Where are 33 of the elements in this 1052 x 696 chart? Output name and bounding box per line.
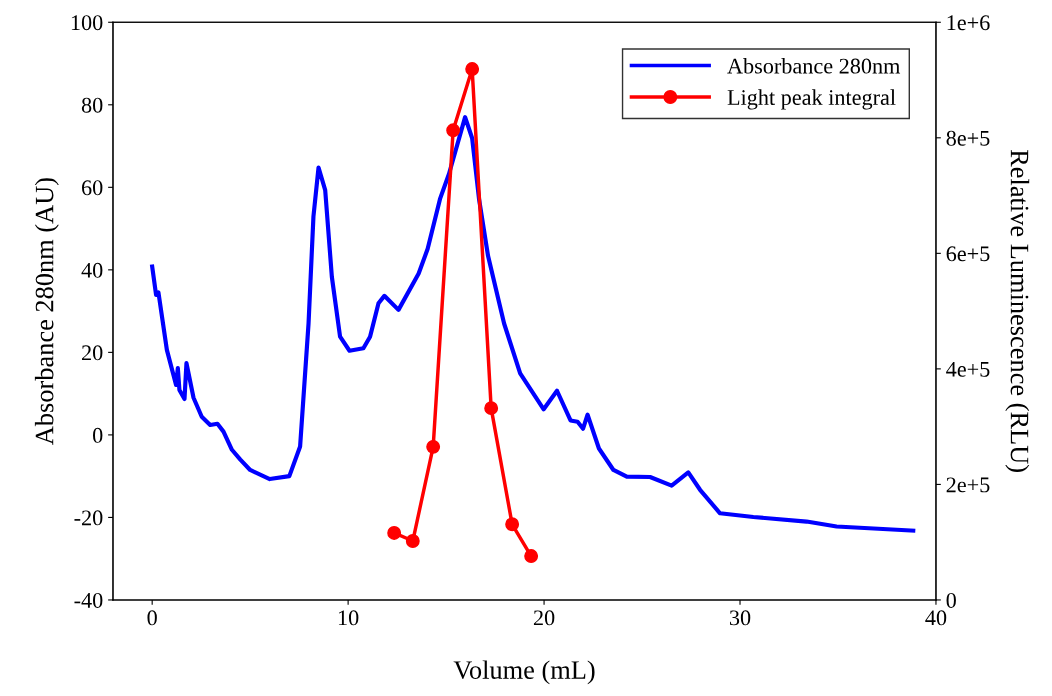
y-tick-label: 100 [71,15,103,31]
y-tick-label: 0 [93,427,103,443]
y-tick-label: 80 [81,97,103,113]
legend-label: Absorbance 280nm [727,57,901,74]
point [426,439,441,454]
y-tick-label: 60 [82,180,103,196]
y-tick-label: -20 [74,510,103,526]
x-tick-label: 40 [925,610,947,626]
x-axis-title: Volume (mL) [453,660,595,685]
legend-label: Light peak integral [727,89,896,110]
y2-tick-label: 1e+6 [947,15,990,31]
y2-tick-label: 2e+5 [946,477,990,493]
y-axis-title: Absorbance 280nm (AU) [34,178,59,445]
y-tick-label: -40 [74,592,103,608]
line-series [150,115,916,533]
x-tick-label: 30 [729,610,751,626]
x-tick-label: 20 [533,610,555,626]
point [465,62,480,77]
point [505,517,520,532]
x-tick-label: 10 [338,610,359,626]
point [484,401,499,416]
y2-tick-label: 4e+5 [946,361,990,377]
point [524,549,539,563]
y-tick-label: 40 [81,262,103,278]
y2-tick-label: 0 [946,592,956,608]
point [446,123,461,138]
y2-tick-label: 8e+5 [946,130,990,146]
point [387,525,402,540]
y-tick-label: 20 [82,345,103,361]
x-tick-label: 0 [147,610,157,626]
point [405,534,420,548]
y2-axis-title: Relative Luminescence (RLU) [1005,149,1030,472]
y2-tick-label: 6e+5 [946,246,990,262]
